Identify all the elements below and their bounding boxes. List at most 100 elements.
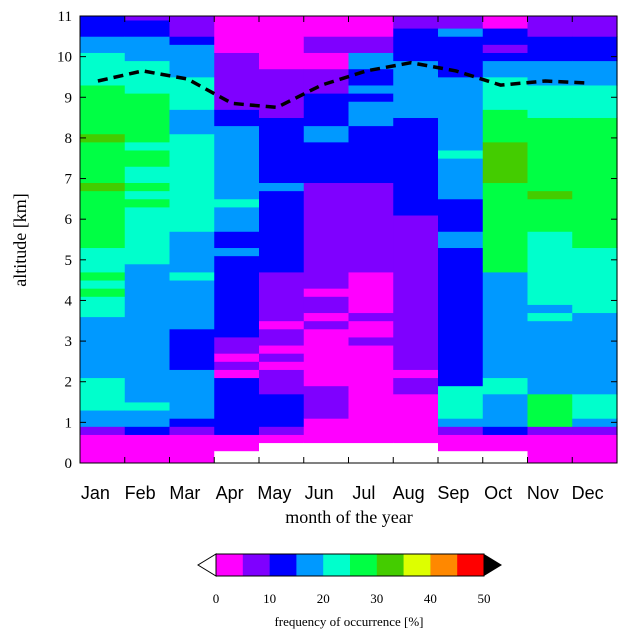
heatmap-cell: [259, 345, 305, 354]
heatmap-cell: [80, 141, 126, 184]
heatmap-cell: [393, 16, 439, 29]
y-tick-label: 3: [65, 334, 73, 350]
colorbar-swatch: [242, 554, 270, 576]
heatmap-cell: [214, 109, 260, 127]
heatmap-cell: [527, 442, 573, 464]
heatmap-cell: [124, 434, 171, 452]
heatmap-cell: [482, 393, 529, 427]
heatmap-cell: [303, 182, 350, 200]
heatmap-cell: [348, 125, 394, 184]
heatmap-cell: [124, 263, 171, 403]
heatmap-cell: [303, 442, 350, 464]
heatmap-cell: [348, 93, 394, 102]
heatmap-cell: [80, 280, 126, 289]
heatmap-cell: [348, 337, 394, 346]
heatmap-cell: [393, 369, 439, 379]
heatmap-cell: [259, 320, 305, 330]
heatmap-cell: [214, 231, 260, 249]
y-tick-label: 0: [65, 456, 73, 472]
heatmap-cell: [80, 410, 126, 427]
heatmap-cell: [438, 231, 484, 249]
heatmap-cell: [169, 280, 215, 330]
heatmap-cell: [214, 337, 260, 354]
y-axis-ticks: 0 1 2 3 4 5 6 7 8 9 10 11: [57, 9, 617, 472]
heatmap-cell: [438, 385, 484, 419]
y-tick-label: 10: [57, 50, 72, 66]
x-tick-label: Sep: [437, 483, 469, 503]
y-axis-label: altitude [km]: [10, 193, 30, 286]
heatmap-cell: [393, 442, 439, 464]
colorbar-over-triangle: [484, 554, 502, 576]
heatmap-cells: [80, 16, 618, 464]
heatmap-cell: [169, 231, 215, 273]
heatmap-cell: [80, 296, 126, 305]
y-tick-label: 5: [65, 253, 73, 269]
heatmap-cell: [303, 16, 350, 37]
colorbar-swatch: [457, 554, 485, 576]
heatmap-cell: [169, 434, 215, 452]
heatmap-cell: [572, 16, 618, 37]
colorbar-swatch: [350, 554, 378, 576]
heatmap-cell: [303, 198, 350, 289]
heatmap-cell: [393, 28, 439, 62]
x-axis-label: month of the year: [285, 507, 412, 527]
heatmap-cell: [438, 16, 484, 29]
heatmap-cell: [438, 150, 484, 159]
heatmap-cell: [438, 198, 484, 232]
heatmap-cell: [348, 320, 394, 338]
heatmap-cell: [438, 426, 484, 435]
heatmap-cell: [80, 316, 126, 379]
heatmap-cell: [259, 361, 305, 370]
colorbar-tick-label: 40: [424, 591, 437, 606]
heatmap-cell: [348, 442, 394, 464]
heatmap-cell: [259, 288, 305, 322]
heatmap-cell: [214, 255, 260, 338]
heatmap-cell: [393, 377, 439, 395]
heatmap-cell: [214, 93, 260, 110]
heatmap-cell: [438, 247, 484, 387]
heatmap-cell: [482, 44, 529, 53]
heatmap-cell: [303, 52, 350, 70]
heatmap-cell: [348, 101, 394, 127]
colorbar-tick-label: 50: [478, 591, 491, 606]
heatmap-cell: [259, 272, 305, 289]
heatmap-cell: [572, 36, 618, 62]
heatmap-cell: [572, 117, 618, 184]
colorbar-swatch: [403, 554, 431, 576]
heatmap-cell: [438, 418, 484, 427]
heatmap-cell: [259, 16, 305, 70]
y-tick-label: 2: [65, 375, 73, 391]
heatmap-cell: [482, 263, 529, 273]
heatmap-cell: [169, 16, 215, 37]
heatmap-cell: [527, 304, 573, 314]
heatmap-cell: [438, 450, 484, 464]
heatmap-cell: [572, 426, 618, 435]
heatmap-cell: [259, 369, 305, 395]
heatmap-cell: [527, 198, 573, 232]
heatmap-cell: [124, 426, 171, 435]
colorbar-tick-label: 30: [370, 591, 383, 606]
y-tick-label: 6: [65, 212, 73, 228]
colorbar-swatch: [376, 554, 404, 576]
heatmap-cell: [259, 426, 305, 435]
heatmap-cell: [169, 426, 215, 435]
y-tick-label: 8: [65, 131, 73, 147]
y-tick-label: 4: [65, 293, 73, 309]
heatmap-cell: [303, 418, 350, 444]
heatmap-cell: [393, 215, 439, 370]
heatmap-cell: [124, 16, 171, 21]
heatmap-cell: [527, 85, 573, 118]
heatmap-cell: [303, 385, 350, 419]
heatmap-cell: [80, 272, 126, 281]
heatmap-cell: [214, 125, 260, 200]
heatmap-cell: [303, 328, 350, 387]
heatmap-cell: [259, 434, 305, 444]
heatmap-cell: [482, 16, 529, 29]
colorbar-swatch: [323, 554, 351, 576]
heatmap-cell: [214, 450, 260, 464]
heatmap-cell: [169, 36, 215, 45]
heatmap-cell: [80, 36, 126, 53]
heatmap-cell: [124, 93, 171, 143]
heatmap-cell: [214, 353, 260, 362]
heatmap-cell: [348, 345, 394, 444]
